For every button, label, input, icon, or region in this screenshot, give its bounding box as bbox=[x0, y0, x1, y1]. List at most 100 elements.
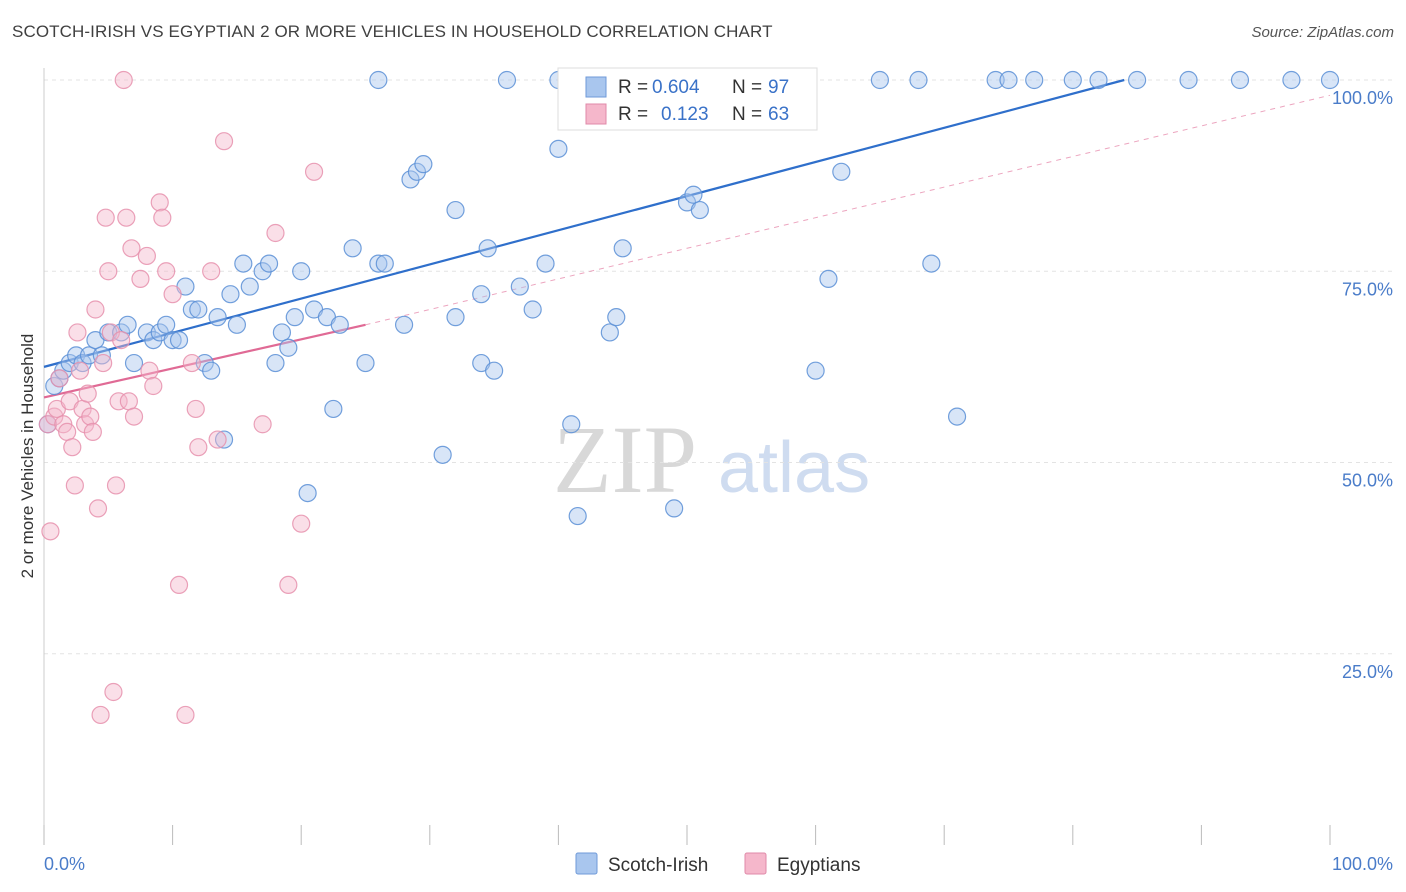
bottom-legend: Scotch-Irish Egyptians bbox=[575, 852, 860, 876]
point-scotch-irish bbox=[169, 331, 189, 350]
point-scotch-irish bbox=[118, 315, 137, 334]
legend-swatch-scotch-irish bbox=[585, 76, 607, 98]
point-egyptians bbox=[137, 246, 156, 266]
point-scotch-irish bbox=[999, 70, 1018, 90]
point-scotch-irish bbox=[189, 300, 208, 319]
point-scotch-irish bbox=[234, 254, 253, 273]
y-tick-label: 75.0% bbox=[1342, 279, 1393, 299]
chart-title: SCOTCH-IRISH VS EGYPTIAN 2 OR MORE VEHIC… bbox=[12, 22, 773, 41]
legend-r-value-egyptians: 0.123 bbox=[661, 104, 709, 125]
x-tick-label-max: 100.0% bbox=[1332, 854, 1393, 874]
trend-line-scotch-irish bbox=[43, 78, 1125, 368]
legend-r-label: R = bbox=[618, 104, 648, 125]
point-egyptians bbox=[157, 262, 176, 281]
point-egyptians bbox=[91, 705, 110, 725]
data-points bbox=[38, 70, 1340, 725]
point-egyptians bbox=[131, 269, 150, 288]
point-scotch-irish bbox=[272, 323, 292, 342]
point-egyptians bbox=[106, 476, 126, 495]
x-tick-label-min: 0.0% bbox=[44, 854, 85, 874]
point-egyptians bbox=[96, 208, 115, 227]
point-scotch-irish bbox=[285, 308, 304, 327]
point-scotch-irish bbox=[1089, 70, 1108, 90]
point-egyptians bbox=[117, 208, 136, 227]
y-tick-label: 50.0% bbox=[1342, 471, 1393, 491]
point-scotch-irish bbox=[240, 277, 259, 296]
point-scotch-irish bbox=[92, 346, 111, 365]
y-tick-label: 25.0% bbox=[1342, 662, 1393, 682]
point-egyptians bbox=[214, 132, 234, 151]
legend-swatch-egyptians bbox=[585, 103, 607, 125]
point-egyptians bbox=[122, 239, 141, 258]
point-scotch-irish bbox=[832, 162, 851, 181]
point-egyptians bbox=[163, 285, 182, 304]
point-scotch-irish bbox=[986, 70, 1005, 90]
point-scotch-irish bbox=[523, 300, 542, 319]
point-scotch-irish bbox=[909, 70, 928, 90]
point-egyptians bbox=[202, 262, 221, 281]
point-scotch-irish bbox=[259, 254, 279, 273]
trend-line-egyptians bbox=[43, 323, 366, 399]
point-egyptians bbox=[182, 353, 201, 373]
point-egyptians bbox=[83, 422, 102, 441]
legend-r-value-scotch-irish: 0.604 bbox=[652, 77, 700, 98]
point-scotch-irish bbox=[433, 445, 452, 464]
point-scotch-irish bbox=[369, 70, 388, 90]
point-scotch-irish bbox=[1230, 70, 1250, 90]
point-scotch-irish bbox=[79, 346, 99, 365]
point-egyptians bbox=[119, 392, 138, 411]
point-scotch-irish bbox=[472, 285, 491, 304]
point-egyptians bbox=[101, 323, 120, 342]
point-scotch-irish bbox=[182, 300, 201, 319]
point-scotch-irish bbox=[549, 139, 568, 158]
point-scotch-irish bbox=[478, 239, 497, 258]
bottom-legend-label-egyptians: Egyptians bbox=[777, 855, 860, 876]
point-egyptians bbox=[189, 438, 208, 457]
point-egyptians bbox=[109, 392, 128, 411]
y-axis-title: 2 or more Vehicles in Household bbox=[18, 334, 37, 579]
point-scotch-irish bbox=[292, 262, 311, 281]
point-scotch-irish bbox=[221, 285, 240, 304]
point-egyptians bbox=[81, 407, 100, 426]
point-egyptians bbox=[70, 361, 90, 380]
watermark-zip: ZIP bbox=[553, 406, 697, 513]
legend-n-value-egyptians: 63 bbox=[768, 104, 789, 125]
gridlines bbox=[44, 79, 1393, 655]
point-scotch-irish bbox=[536, 254, 555, 273]
point-scotch-irish bbox=[330, 315, 349, 334]
point-scotch-irish bbox=[227, 315, 246, 334]
point-scotch-irish bbox=[446, 308, 465, 327]
point-scotch-irish bbox=[1127, 70, 1147, 90]
point-egyptians bbox=[99, 262, 118, 281]
point-scotch-irish bbox=[600, 323, 619, 342]
watermark-atlas: atlas bbox=[718, 428, 870, 508]
point-scotch-irish bbox=[562, 415, 581, 434]
point-egyptians bbox=[63, 438, 82, 457]
point-scotch-irish bbox=[202, 361, 221, 380]
point-egyptians bbox=[86, 300, 105, 319]
point-egyptians bbox=[94, 353, 113, 373]
bottom-legend-swatch-scotch-irish bbox=[575, 852, 598, 875]
point-egyptians bbox=[124, 407, 144, 426]
point-egyptians bbox=[279, 575, 298, 595]
y-tick-label: 100.0% bbox=[1332, 88, 1393, 108]
legend-n-label: N = bbox=[732, 77, 762, 98]
point-egyptians bbox=[153, 208, 172, 227]
point-egyptians bbox=[266, 223, 285, 243]
point-egyptians bbox=[65, 476, 84, 495]
point-scotch-irish bbox=[497, 70, 517, 90]
point-scotch-irish bbox=[214, 430, 234, 449]
point-scotch-irish bbox=[1179, 70, 1198, 90]
point-egyptians bbox=[186, 399, 205, 419]
point-scotch-irish bbox=[947, 407, 967, 426]
point-egyptians bbox=[208, 430, 227, 449]
point-scotch-irish bbox=[375, 254, 394, 273]
point-scotch-irish bbox=[279, 338, 298, 357]
point-egyptians bbox=[41, 522, 60, 541]
point-scotch-irish bbox=[613, 239, 632, 258]
point-egyptians bbox=[50, 369, 69, 388]
point-scotch-irish bbox=[922, 254, 941, 273]
point-egyptians bbox=[150, 193, 169, 212]
point-scotch-irish bbox=[157, 315, 176, 334]
